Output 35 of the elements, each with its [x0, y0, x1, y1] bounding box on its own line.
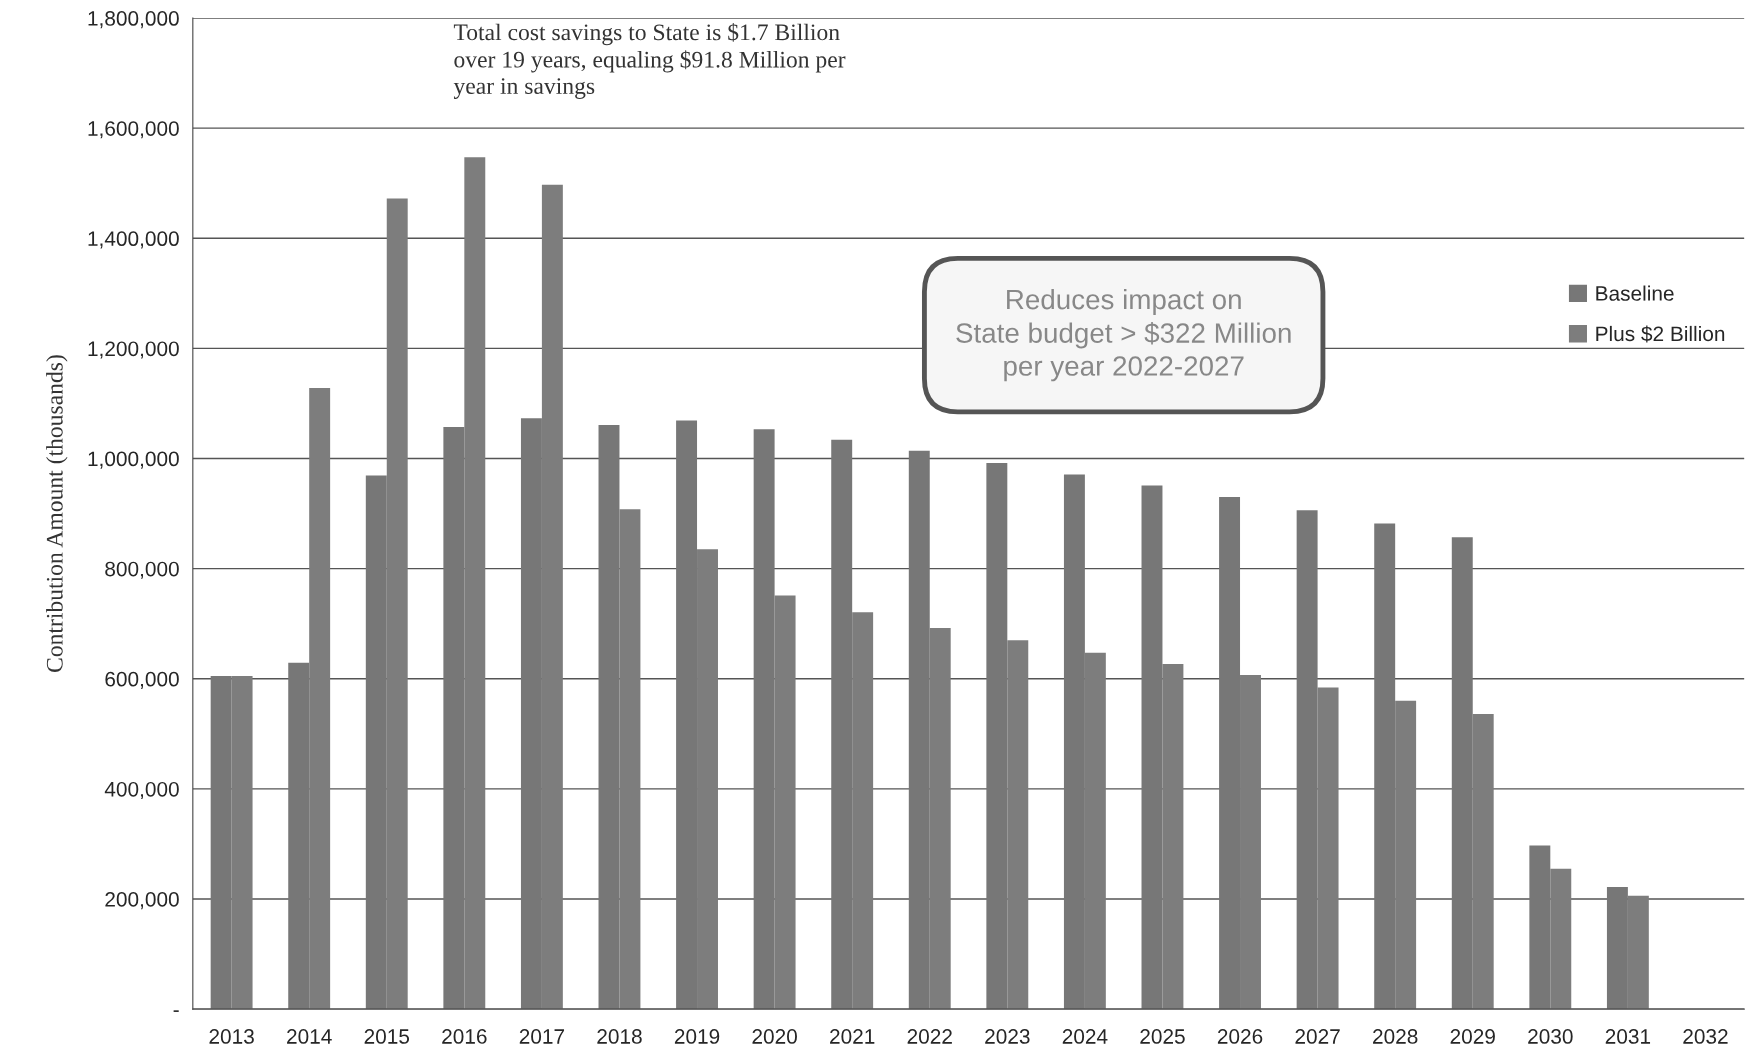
- y-axis-title: Contribution Amount (thousands): [46, 355, 68, 672]
- x-tick-label: 2017: [519, 1029, 565, 1044]
- y-tick-label: 1,600,000: [88, 121, 179, 139]
- annotation: Reduces impact on State budget > $322 Million per year 2022-2027: [956, 288, 1291, 382]
- x-tick-label: 2016: [442, 1029, 487, 1044]
- y-tick-label: 1,800,000: [88, 11, 179, 29]
- y-tick-label: 600,000: [105, 671, 179, 689]
- x-tick-label: 2027: [1295, 1029, 1340, 1044]
- x-tick-label: 2024: [1062, 1029, 1108, 1044]
- x-tick-label: 2023: [985, 1029, 1030, 1044]
- x-tick-label: 2014: [287, 1029, 332, 1044]
- x-tick-label: 2026: [1217, 1029, 1263, 1044]
- x-tick-label: 2030: [1528, 1029, 1573, 1044]
- y-tick-label: -: [173, 1010, 179, 1012]
- y-tick-label: 800,000: [105, 561, 179, 579]
- annotation: Total cost savings to State is $1.7 Billion over 19 years, equaling $91.8 Million per year in savings: [453, 22, 846, 99]
- y-tick-label: 1,200,000: [88, 341, 179, 359]
- x-tick-label: 2020: [752, 1029, 797, 1044]
- x-tick-label: 2015: [364, 1029, 410, 1044]
- x-tick-label: 2021: [830, 1029, 875, 1044]
- x-tick-label: 2025: [1140, 1029, 1185, 1044]
- x-tick-label: 2031: [1605, 1029, 1651, 1044]
- x-tick-label: 2032: [1683, 1029, 1728, 1044]
- y-tick-label: 400,000: [104, 781, 179, 800]
- y-tick-label: 1,400,000: [88, 231, 179, 249]
- x-tick-label: 2029: [1450, 1029, 1495, 1044]
- x-tick-label: 2019: [674, 1029, 720, 1044]
- x-tick-label: 2018: [597, 1029, 642, 1044]
- x-tick-label: 2028: [1373, 1029, 1418, 1044]
- x-tick-label: 2022: [907, 1029, 952, 1044]
- y-tick-label: 1,000,000: [88, 451, 179, 469]
- x-tick-label: 2013: [209, 1029, 254, 1044]
- legend-label: Baseline: [1596, 285, 1674, 301]
- y-tick-label: 200,000: [105, 892, 179, 910]
- legend-label: Plus $2 Billion: [1596, 325, 1725, 343]
